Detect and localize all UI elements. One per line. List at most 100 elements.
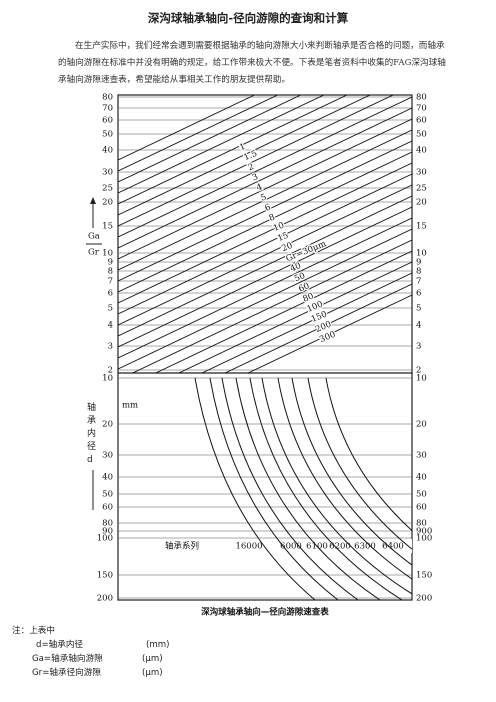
ratio-line bbox=[118, 228, 412, 370]
tick-label: 8 bbox=[108, 267, 113, 277]
tick-label: 100 bbox=[97, 534, 113, 544]
tick-label: 20 bbox=[416, 198, 427, 208]
note-term: Ga=轴承轴向游隙 bbox=[32, 654, 103, 664]
ratio-line bbox=[154, 250, 412, 373]
ratio-line bbox=[118, 162, 412, 304]
tick-label: 90 bbox=[102, 527, 113, 537]
note-unit: (mm) bbox=[146, 640, 170, 650]
tick-label: 100 bbox=[416, 534, 432, 544]
ratio-top: Ga bbox=[88, 232, 100, 242]
tick-label: 200 bbox=[97, 594, 113, 604]
intro-paragraph: 在生产实际中，我们经常会遇到需要根据轴承的轴向游隙大小来判断轴承是否合格的问题，… bbox=[58, 41, 446, 85]
tick-label: 150 bbox=[416, 571, 432, 581]
series-curve bbox=[209, 377, 339, 600]
tick-label: 10 bbox=[102, 374, 113, 384]
tick-label: 5 bbox=[108, 304, 113, 314]
ratio-line bbox=[118, 96, 412, 238]
ratio-line bbox=[118, 184, 412, 326]
tick-label: 70 bbox=[416, 104, 427, 114]
curve-label: 4 bbox=[255, 182, 264, 193]
ratio-line bbox=[118, 151, 412, 293]
ratio-line bbox=[118, 173, 412, 315]
curve-label: 6 bbox=[264, 202, 273, 213]
tick-label: 60 bbox=[102, 116, 113, 126]
ratio-line bbox=[118, 217, 412, 359]
ratio-line bbox=[177, 261, 412, 373]
series-curve bbox=[291, 377, 412, 566]
tick-label: 20 bbox=[102, 198, 113, 208]
series-name: 6100 bbox=[306, 542, 328, 552]
tick-label: 50 bbox=[416, 490, 427, 500]
tick-label: 2 bbox=[108, 366, 113, 376]
ratio-line bbox=[118, 118, 412, 260]
tick-label: 60 bbox=[416, 116, 427, 126]
series-name: 6200 bbox=[329, 542, 351, 552]
ratio-line bbox=[118, 95, 325, 194]
tick-label: 2 bbox=[416, 366, 421, 376]
tick-label: 20 bbox=[416, 420, 427, 430]
nomogram: Ga Gr mm 轴承系列 深沟球轴承轴向—径向游隙速查表 8070605040… bbox=[86, 93, 432, 618]
ratio-line bbox=[118, 107, 412, 249]
tick-label: 10 bbox=[102, 249, 113, 259]
note-row: Ga=轴承轴向游隙 (μm) bbox=[32, 652, 169, 666]
ratio-line bbox=[224, 283, 412, 373]
ratio-line bbox=[247, 294, 412, 373]
series-name: 6300 bbox=[354, 542, 376, 552]
series-label: 轴承系列 bbox=[165, 541, 199, 552]
curve-label: 5 bbox=[259, 192, 268, 203]
note-term: d=轴承内径 bbox=[36, 640, 84, 650]
ratio-line bbox=[118, 95, 256, 161]
tick-label: 30 bbox=[416, 451, 427, 461]
tick-label: 40 bbox=[416, 473, 427, 483]
ratio-line bbox=[118, 95, 348, 205]
tick-label: 20 bbox=[102, 420, 113, 430]
ratio-line bbox=[118, 195, 412, 337]
tick-label: 40 bbox=[416, 146, 427, 156]
series-curve bbox=[261, 377, 412, 595]
tick-label: 60 bbox=[416, 503, 427, 513]
tick-label: 80 bbox=[416, 93, 427, 103]
tick-label: 15 bbox=[416, 222, 427, 232]
series-curve bbox=[235, 377, 381, 600]
tick-label: 50 bbox=[102, 490, 113, 500]
tick-label: 9 bbox=[416, 258, 421, 268]
series-curve bbox=[307, 377, 412, 550]
note-row: d=轴承内径 (mm) bbox=[36, 638, 169, 652]
series-curve bbox=[194, 377, 316, 600]
tick-label: 150 bbox=[97, 571, 113, 581]
tick-label: 7 bbox=[416, 277, 421, 287]
note-unit: (μm) bbox=[142, 668, 163, 678]
tick-label: 40 bbox=[102, 146, 113, 156]
tick-label: 70 bbox=[102, 104, 113, 114]
tick-label: 30 bbox=[416, 168, 427, 178]
tick-label: 4 bbox=[108, 321, 113, 331]
tick-label: 9 bbox=[108, 258, 113, 268]
curve-label: 2 bbox=[247, 162, 256, 173]
tick-label: 40 bbox=[102, 473, 113, 483]
ratio-bottom: Gr bbox=[88, 248, 100, 258]
tick-label: 6 bbox=[108, 289, 113, 299]
note-unit: (μm) bbox=[142, 654, 163, 664]
ratio-line bbox=[200, 272, 412, 373]
unit: mm bbox=[122, 401, 138, 411]
tick-label: 3 bbox=[416, 342, 421, 352]
series-curve bbox=[277, 377, 412, 580]
tick-label: 8 bbox=[416, 267, 421, 277]
tick-label: 3 bbox=[108, 342, 113, 352]
tick-label: 4 bbox=[416, 321, 421, 331]
tick-label: 25 bbox=[102, 184, 113, 194]
curve-label: 1 bbox=[238, 142, 247, 153]
tick-label: 200 bbox=[416, 594, 432, 604]
caption: 深沟球轴承轴向—径向游隙速查表 bbox=[201, 607, 329, 618]
tick-label: 80 bbox=[102, 519, 113, 529]
series-name: 16000 bbox=[235, 542, 262, 552]
tick-label: 10 bbox=[416, 249, 427, 259]
tick-label: 7 bbox=[108, 277, 113, 287]
tick-label: 60 bbox=[102, 503, 113, 513]
series-name: 6400 bbox=[382, 542, 404, 552]
note-rows: d=轴承内径 (mm) Ga=轴承轴向游隙 (μm) Gr=轴承径向游隙 (μm) bbox=[12, 638, 169, 680]
tick-label: 6 bbox=[416, 289, 421, 299]
series-curve bbox=[249, 377, 403, 600]
series-name: 6000 bbox=[280, 542, 302, 552]
